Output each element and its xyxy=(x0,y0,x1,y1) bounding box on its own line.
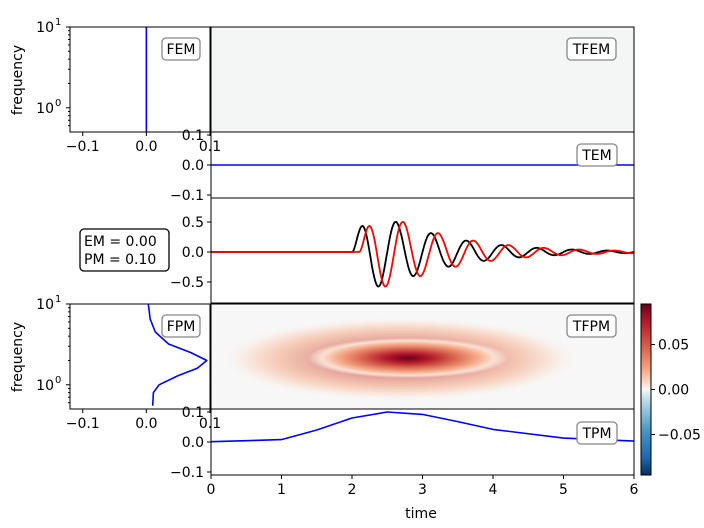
fem-xtick-label: −0.1 xyxy=(66,139,100,155)
fem-xtick-label: 0.0 xyxy=(135,139,157,155)
signal-line-0 xyxy=(211,220,634,288)
fem-ytick-label: 10 xyxy=(36,101,54,117)
tpm-xtick-label: 5 xyxy=(559,482,568,498)
tem-ytick-label: 0.1 xyxy=(182,128,204,144)
colorbar xyxy=(640,303,652,476)
tpm-xtick-label: 6 xyxy=(630,482,639,498)
tpm-badge: TPM xyxy=(576,421,618,445)
fem-ytick-exponent: 0 xyxy=(55,98,61,109)
fem-axes xyxy=(69,26,211,133)
tem-ytick-label: −0.1 xyxy=(170,188,204,204)
fpm-line xyxy=(147,304,208,406)
fpm-xtick-label: 0.0 xyxy=(135,416,157,432)
tfpm-heatmap-blob xyxy=(308,338,508,378)
tpm-xtick-label: 3 xyxy=(418,482,427,498)
tpm-xtick-label: 1 xyxy=(277,482,286,498)
colorbar-tick-label: 0.00 xyxy=(658,383,689,399)
fpm-xtick-label: 0.1 xyxy=(199,416,221,432)
colorbar-tick-label: −0.05 xyxy=(658,428,701,444)
fpm-ytick-exponent: 1 xyxy=(55,294,61,305)
fem-ytick-label: 10 xyxy=(36,20,54,36)
tpm-axes xyxy=(210,408,635,476)
ticks: −0.1 0.0 0.110 010 1−0.1 0.0 0.110 010 10.10.0−0… xyxy=(36,17,638,498)
fpm-ylabel: frequency xyxy=(10,322,26,392)
tpm-xtick-label: 0 xyxy=(207,482,216,498)
em-pm-badge: EM = 0.00 PM = 0.10 xyxy=(79,228,170,272)
tpm-xtick-label: 2 xyxy=(348,482,357,498)
tem-ytick-label: 0.0 xyxy=(182,158,204,174)
pm-label: PM = 0.10 xyxy=(84,252,156,268)
tfpm-badge-text: TFPM xyxy=(572,319,610,335)
fem-ytick-exponent: 1 xyxy=(55,17,61,28)
colorbar-tick-label: 0.05 xyxy=(658,338,689,354)
tpm-xlabel: time xyxy=(405,506,437,522)
signals-axes xyxy=(210,197,635,304)
signals-ytick-label: 0.0 xyxy=(182,245,204,261)
fem-badge: FEM xyxy=(161,37,201,61)
tem-badge: TEM xyxy=(576,143,618,167)
tpm-ytick-label: 0.0 xyxy=(182,435,204,451)
fpm-ytick-exponent: 0 xyxy=(55,375,61,386)
fpm-badge: FPM xyxy=(161,314,201,338)
colorbar-ticks: 0.05 0.00 −0.05 xyxy=(651,338,701,444)
fpm-xtick-label: −0.1 xyxy=(66,416,100,432)
fpm-ytick-label: 10 xyxy=(36,297,54,313)
tfem-heatmap xyxy=(211,27,634,132)
tfem-badge-text: TFEM xyxy=(572,42,611,58)
tpm-plot xyxy=(211,411,634,443)
tpm-ytick-label: 0.1 xyxy=(182,405,204,421)
signals-ytick-label: −0.5 xyxy=(170,275,204,291)
signals-plot xyxy=(211,220,634,288)
tem-badge-text: TEM xyxy=(581,148,611,164)
em-label: EM = 0.00 xyxy=(84,234,157,250)
fpm-badge-text: FPM xyxy=(167,319,196,335)
tpm-xtick-label: 4 xyxy=(489,482,498,498)
fem-xtick-label: 0.1 xyxy=(199,139,221,155)
tpm-badge-text: TPM xyxy=(581,426,611,442)
tpm-line xyxy=(211,411,634,443)
tfem-badge: TFEM xyxy=(566,37,617,61)
fem-badge-text: FEM xyxy=(167,42,196,58)
tpm-ytick-label: −0.1 xyxy=(170,465,204,481)
signals-ytick-label: 0.5 xyxy=(182,215,204,231)
fpm-ytick-label: 10 xyxy=(36,378,54,394)
tfpm-badge: TFPM xyxy=(566,314,617,338)
fem-ylabel: frequency xyxy=(10,45,26,115)
signal-line-1 xyxy=(211,220,634,288)
fpm-axes xyxy=(69,303,211,410)
fpm-plot xyxy=(147,304,208,406)
